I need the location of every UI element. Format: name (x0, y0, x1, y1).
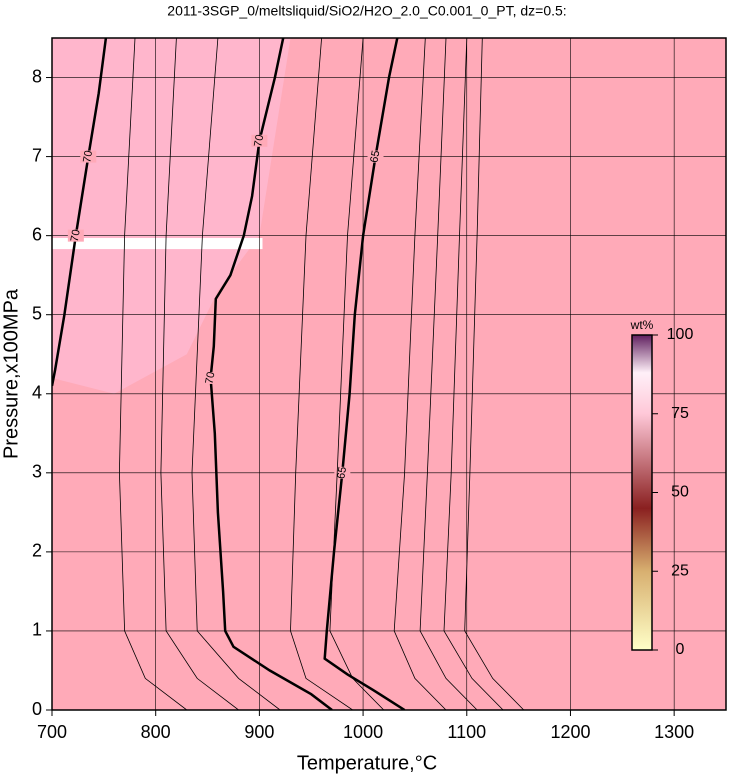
contour-label-bg (251, 134, 268, 147)
contour-label: 70 (69, 229, 83, 243)
colorbar-tick-label: 25 (671, 562, 689, 579)
contour-line (464, 38, 525, 710)
colorbar-label: wt% (630, 318, 654, 332)
x-tick-label: 1300 (654, 722, 694, 742)
x-tick-label: 1100 (447, 722, 486, 742)
colorbar-tick-label: 75 (671, 405, 689, 422)
contour-label-bg (334, 466, 351, 479)
x-tick-label: 800 (141, 722, 171, 742)
y-axis-label: Pressure,x100MPa (0, 288, 22, 459)
contours: 70 70 70 70 65 65 (52, 38, 525, 710)
x-tick-label: 900 (244, 722, 274, 742)
contour-line (290, 38, 353, 710)
y-tick-label: 5 (32, 303, 42, 323)
contour-label-bg (67, 229, 84, 242)
data-gap (52, 238, 263, 250)
colorbar: wt% 0 25 50 75 100 (630, 318, 694, 658)
contour-line (419, 38, 478, 710)
contour-line (443, 38, 504, 710)
y-tick-label: 4 (32, 383, 42, 403)
x-tick-label: 1000 (343, 722, 383, 742)
contour-label: 70 (204, 371, 218, 385)
y-tick-label: 7 (32, 145, 42, 165)
x-axis-label: Temperature,°C (297, 752, 437, 774)
contour-line (118, 38, 188, 710)
contour-line (191, 38, 281, 710)
colorbar-tick-label: 100 (667, 326, 694, 343)
y-tick-label: 1 (32, 620, 42, 640)
colorbar-tick-label: 0 (676, 641, 685, 658)
contour-line (393, 38, 447, 710)
contour-label: 70 (252, 134, 266, 148)
contour-line (329, 38, 385, 710)
y-tick-label: 2 (32, 541, 42, 561)
x-tick-label: 1200 (550, 722, 590, 742)
contour-label-bg (80, 150, 97, 163)
y-tick-label: 8 (32, 66, 42, 86)
colorbar-tick-label: 50 (671, 484, 689, 501)
chart-title: 2011-3SGP_0/meltsliquid/SiO2/H2O_2.0_C0.… (167, 3, 566, 19)
contour-label: 65 (368, 149, 382, 163)
y-tick-label: 3 (32, 462, 42, 482)
plot-frame (51, 37, 727, 711)
colorbar-fill (631, 334, 653, 651)
light-region (52, 38, 291, 394)
contour-line (160, 38, 239, 710)
x-tick-label: 700 (37, 722, 67, 742)
contour-label: 70 (81, 149, 95, 163)
contour-label-bg (367, 150, 384, 163)
y-tick-label: 6 (32, 224, 42, 244)
contour-label-bg (202, 371, 219, 384)
contour-label: 65 (335, 466, 349, 480)
y-tick-label: 0 (32, 699, 42, 719)
